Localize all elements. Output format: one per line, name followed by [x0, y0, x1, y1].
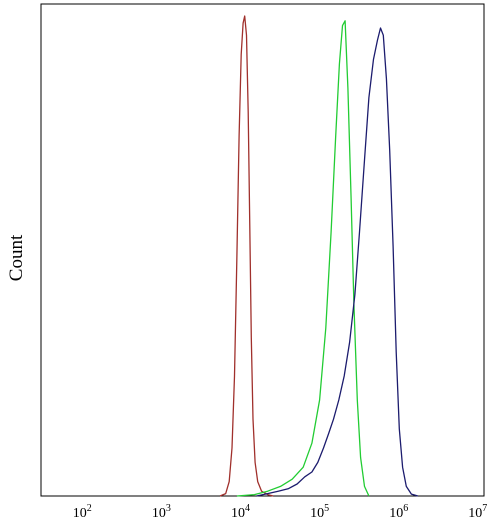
x-tick-label-3: 104 [231, 503, 250, 521]
series-group [219, 15, 419, 497]
y-axis-label: Count [6, 234, 27, 281]
histogram-series-2 [236, 20, 370, 497]
histogram-series-1 [219, 15, 274, 497]
x-tick-label-5: 106 [389, 503, 408, 521]
x-tick-label-1: 102 [73, 503, 92, 521]
x-tick-labels: 102 103 104 105 106 107 [73, 503, 487, 521]
histogram-series-3 [256, 27, 419, 497]
x-tick-label-6: 107 [468, 503, 487, 521]
x-tick-label-4: 105 [310, 503, 329, 521]
plot-frame [40, 3, 485, 497]
x-tick-label-2: 103 [152, 503, 171, 521]
